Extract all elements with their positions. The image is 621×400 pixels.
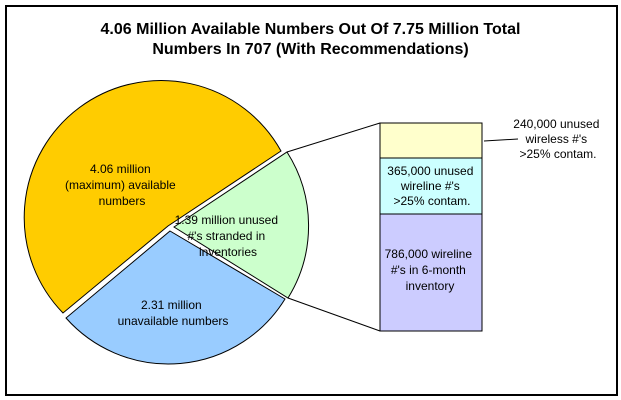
pie-slice-unavailable <box>65 230 286 365</box>
leader-line-wireless <box>483 138 519 142</box>
pie-slice-stranded <box>173 151 310 299</box>
bar-segment-wireline-contaminated <box>379 157 483 215</box>
connector-line-bottom <box>287 297 381 332</box>
label-unavailable: 2.31 million unavailable numbers <box>118 298 229 328</box>
chart-frame <box>5 5 618 396</box>
chart-title-line-2: Numbers In 707 (With Recommendations) <box>152 41 469 58</box>
label-wireline-contaminated: 365,000 unused wireline #'s >25% contam. <box>387 164 476 208</box>
label-stranded: 1.39 million unused #'s stranded in inve… <box>175 213 282 259</box>
pie-slice-available <box>23 79 282 314</box>
label-available: 4.06 million (maximum) available numbers <box>65 162 179 208</box>
chart-title-line-1: 4.06 Million Available Numbers Out Of 7.… <box>100 21 521 38</box>
label-wireline-inventory: 786,000 wireline #'s in 6-month inventor… <box>385 247 476 293</box>
bar-segment-wireline-inventory <box>379 213 483 332</box>
connector-line-top <box>286 122 381 153</box>
label-wireless-contaminated: 240,000 unused wireless #'s >25% contam. <box>513 117 602 161</box>
chart-title: 4.06 Million Available Numbers Out Of 7.… <box>0 20 621 60</box>
bar-segment-wireless-contaminated <box>379 122 483 159</box>
